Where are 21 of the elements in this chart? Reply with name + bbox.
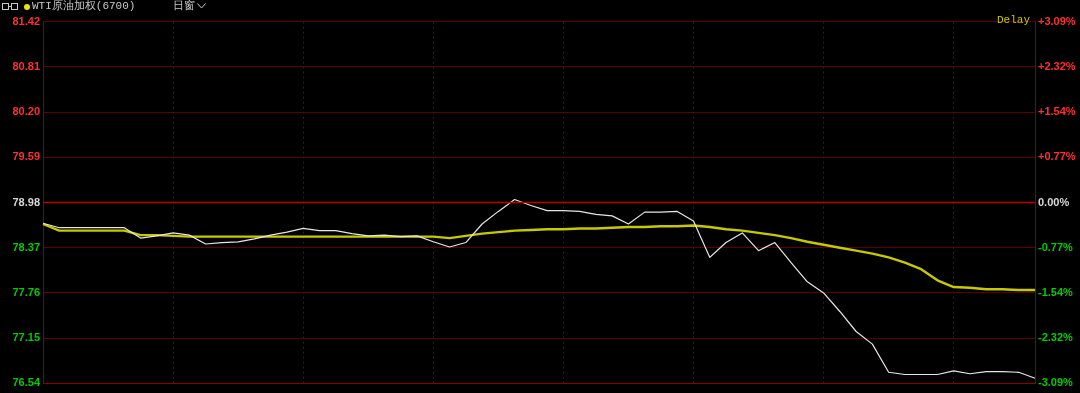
y-tick-label: 79.59: [12, 150, 40, 163]
chart-title: WTI原油加权(6700): [32, 0, 136, 13]
text: 日窗: [173, 0, 195, 13]
y-tick-label: 80.20: [12, 105, 40, 118]
y2-tick-label: -1.54%: [1038, 285, 1074, 298]
y2-tick-label: -0.77%: [1038, 240, 1074, 253]
y-tick-label: 80.81: [12, 59, 40, 72]
y-tick-label: 78.98: [12, 195, 40, 208]
y-tick-label: 81.42: [12, 14, 40, 27]
y2-tick-label: +1.54%: [1038, 105, 1076, 118]
y-tick-label: 76.54: [12, 376, 41, 389]
y2-tick-label: +2.32%: [1038, 59, 1076, 72]
y2-tick-label: -2.32%: [1038, 331, 1074, 344]
y2-tick-label: +0.77%: [1038, 150, 1076, 163]
y2-tick-label: +3.09%: [1038, 14, 1076, 27]
y-tick-label: 77.76: [12, 285, 40, 298]
y2-tick-label: -3.09%: [1038, 376, 1074, 389]
annotation: Delay: [996, 14, 1030, 26]
y-tick-label: 77.15: [12, 331, 40, 344]
y-tick-label: 78.37: [12, 240, 40, 253]
y2-tick-label: 0.00%: [1038, 195, 1070, 208]
